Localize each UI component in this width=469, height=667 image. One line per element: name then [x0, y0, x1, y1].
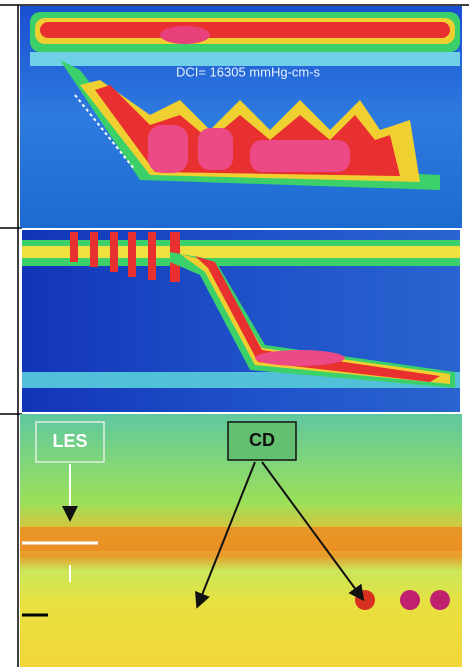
cd-label: CD — [249, 430, 275, 450]
les-label: LES — [52, 431, 87, 451]
panel-3: LES CD — [20, 414, 462, 667]
panel-1: DCI= 16305 mmHg-cm-s — [20, 6, 462, 228]
dci-annotation: DCI= 16305 mmHg-cm-s — [176, 64, 321, 79]
panel-2 — [22, 230, 460, 412]
figure: DCI= 16305 mmHg-cm-s LES CD — [0, 0, 469, 667]
